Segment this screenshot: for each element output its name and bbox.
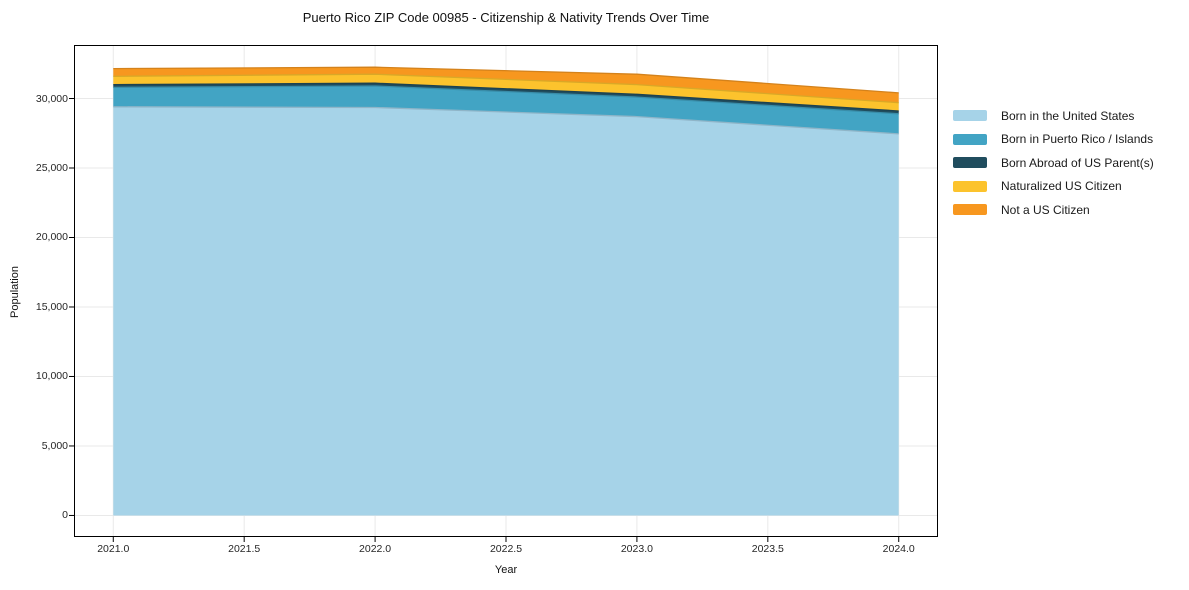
legend-label: Born Abroad of US Parent(s): [1001, 155, 1154, 170]
legend-swatch: [953, 180, 987, 192]
y-tick-label: 5,000: [41, 439, 68, 452]
x-axis-label: Year: [494, 564, 518, 576]
x-tick-label: 2021.0: [97, 543, 130, 555]
legend-label: Born in the United States: [1001, 108, 1135, 123]
y-tick-label: 0: [62, 509, 68, 522]
area-series-3-edge: [113, 73, 899, 104]
area-series-4: [113, 67, 899, 103]
area-series-0: [113, 106, 899, 516]
y-tick-label: 20,000: [35, 231, 68, 244]
plot-frame: [74, 45, 938, 537]
legend: Born in the United States Born in Puerto …: [953, 104, 1154, 222]
area-series-0-edge: [113, 106, 899, 135]
area-series-4-edge: [113, 66, 899, 94]
legend-label: Born in Puerto Rico / Islands: [1001, 132, 1154, 147]
legend-swatch: [953, 110, 987, 122]
area-series-1: [113, 86, 899, 134]
y-tick-label: 30,000: [35, 92, 68, 105]
area-series-2-edge: [113, 82, 899, 112]
legend-swatch: [953, 204, 987, 216]
legend-swatch: [953, 157, 987, 169]
legend-item: Born in the United States: [953, 104, 1154, 128]
legend-item: Born Abroad of US Parent(s): [953, 151, 1154, 175]
plot-area: [69, 45, 938, 542]
legend-item: Not a US Citizen: [953, 198, 1154, 222]
y-tick-label: 10,000: [35, 370, 68, 383]
x-tick-label: 2022.0: [359, 543, 392, 555]
y-axis-label: Population: [9, 266, 21, 318]
area-series-1-edge: [113, 85, 899, 115]
x-tick-label: 2023.5: [751, 543, 784, 555]
legend-swatch: [953, 133, 987, 145]
y-tick-label: 25,000: [35, 162, 68, 174]
x-tick-label: 2022.5: [489, 543, 523, 555]
chart-title: Puerto Rico ZIP Code 00985 - Citizenship…: [302, 10, 710, 25]
x-tick-label: 2023.0: [620, 543, 653, 555]
legend-item: Born in Puerto Rico / Islands: [953, 128, 1154, 152]
legend-item: Naturalized US Citizen: [953, 175, 1154, 199]
legend-label: Naturalized US Citizen: [1001, 179, 1122, 194]
x-tick-label: 2024.0: [882, 543, 915, 555]
y-tick-label: 15,000: [35, 300, 68, 313]
x-tick-label: 2021.5: [228, 543, 261, 555]
legend-label: Not a US Citizen: [1001, 202, 1090, 217]
